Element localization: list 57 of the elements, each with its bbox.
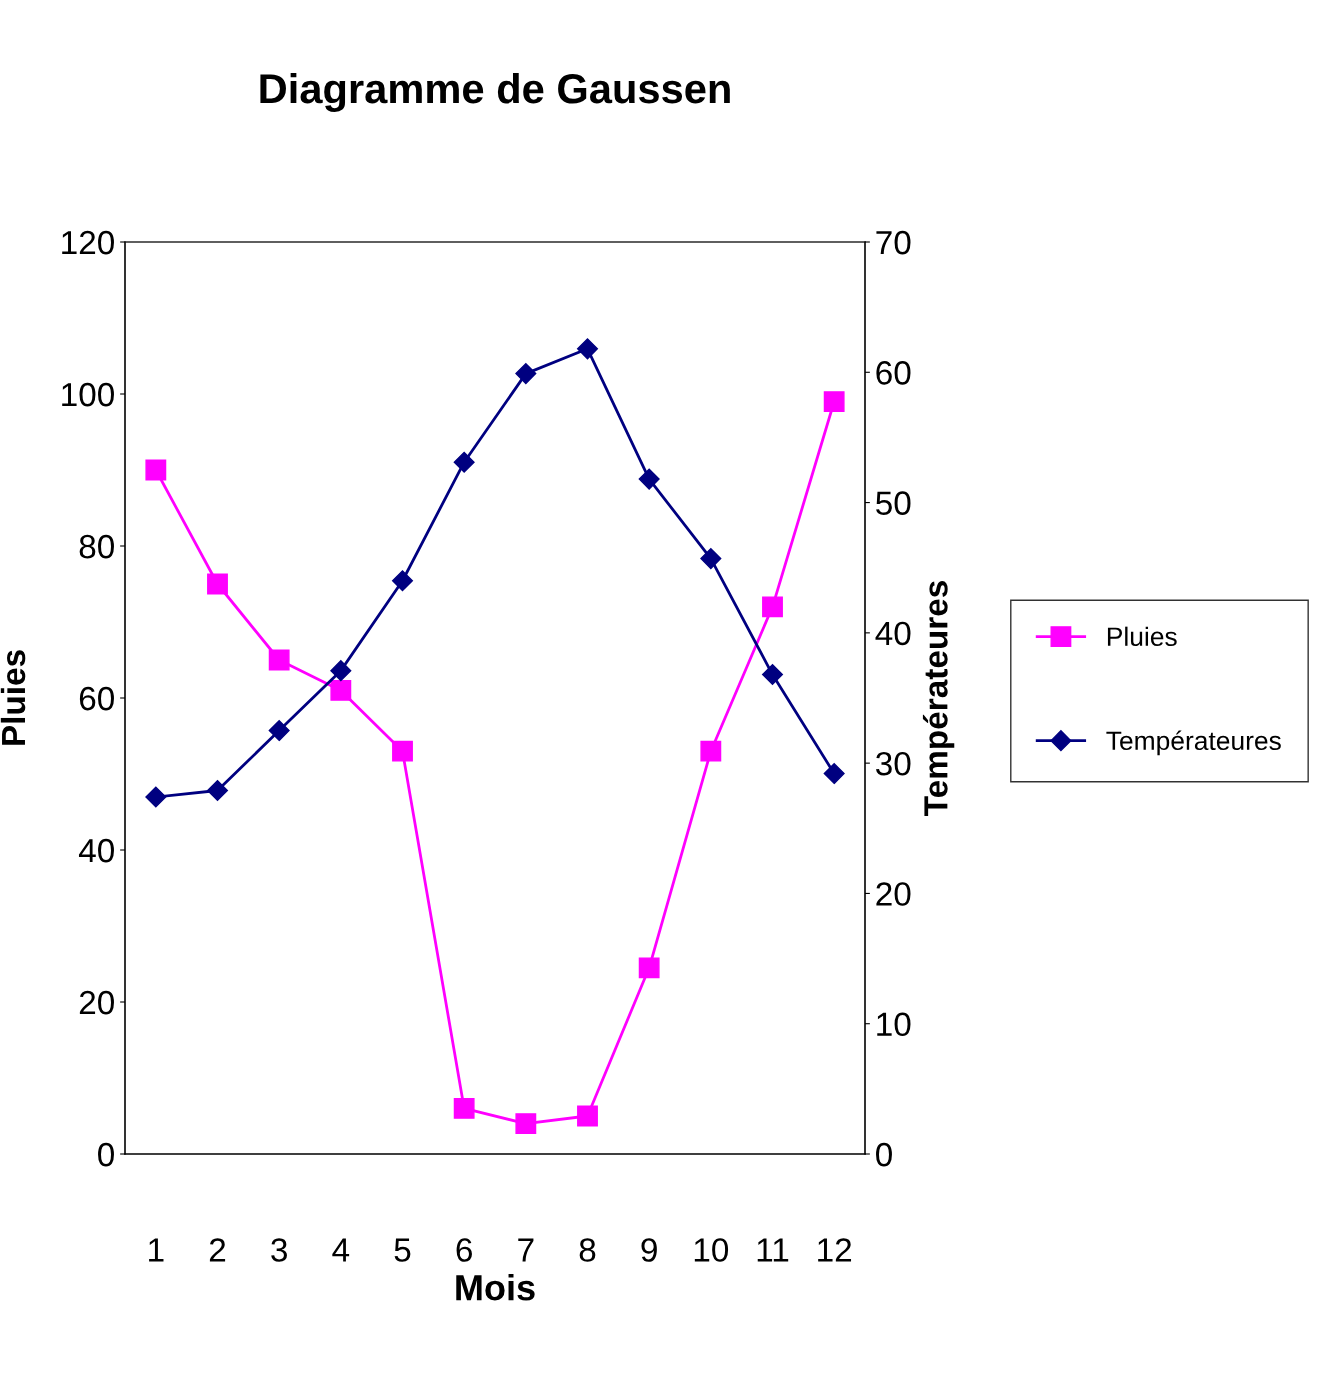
y-tick-label: 120 [62, 230, 114, 255]
y-tick-label: 100 [62, 382, 114, 407]
x-tick-label: 5 [394, 1238, 411, 1262]
point [700, 548, 722, 570]
point [576, 338, 599, 360]
point [392, 740, 413, 762]
point [577, 1105, 598, 1127]
point [762, 596, 783, 618]
point [453, 1097, 475, 1119]
point [823, 391, 845, 413]
y-tick-label: 0 [98, 1142, 114, 1167]
point [453, 451, 475, 473]
point [268, 720, 290, 742]
legend-label: Températeures [1106, 730, 1281, 756]
x-tick-label: 8 [579, 1238, 596, 1262]
point [145, 786, 167, 808]
point [207, 573, 228, 595]
x-tick-label: 7 [518, 1238, 534, 1262]
y-axis-title: Pluies [0, 650, 26, 745]
x-tick-label: 4 [332, 1238, 350, 1262]
y-tick-label: 40 [78, 838, 114, 863]
point [330, 660, 352, 682]
point [638, 468, 660, 490]
y2-tick-label: 0 [876, 1142, 892, 1167]
point [330, 679, 352, 701]
y2-tick-label: 10 [877, 1012, 911, 1037]
y2-axis-title: Températeures [922, 581, 955, 816]
chart-title: Diagramme de Gaussen [260, 72, 730, 112]
point [268, 649, 290, 671]
point [145, 459, 167, 481]
point [391, 570, 414, 592]
x-tick-label: 2 [209, 1238, 226, 1262]
point [515, 1113, 537, 1135]
y2-tick-label: 60 [876, 361, 911, 385]
x-tick-label: 9 [641, 1238, 657, 1262]
x-tick-label: 10 [694, 1238, 729, 1262]
x-axis-title: Mois [456, 1273, 535, 1301]
y2-tick-label: 70 [876, 230, 911, 255]
y2-tick-label: 50 [876, 491, 911, 515]
x-tick-label: 1 [149, 1238, 164, 1262]
point [761, 664, 784, 686]
y-tick-label: 60 [79, 686, 114, 711]
y2-tick-label: 20 [876, 882, 911, 906]
x-tick-label: 11 [757, 1238, 789, 1262]
x-tick-label: 12 [818, 1238, 852, 1262]
y-tick-label: 20 [79, 990, 114, 1015]
x-tick-label: 3 [271, 1238, 287, 1262]
point [206, 779, 229, 802]
legend-label: Pluies [1107, 626, 1177, 647]
y-tick-label: 80 [79, 534, 114, 559]
point [515, 363, 537, 385]
y2-tick-label: 40 [875, 621, 911, 646]
point [638, 957, 660, 979]
x-tick-label: 6 [456, 1238, 472, 1262]
y2-tick-label: 30 [875, 751, 911, 776]
point [823, 763, 845, 785]
point [700, 740, 722, 762]
